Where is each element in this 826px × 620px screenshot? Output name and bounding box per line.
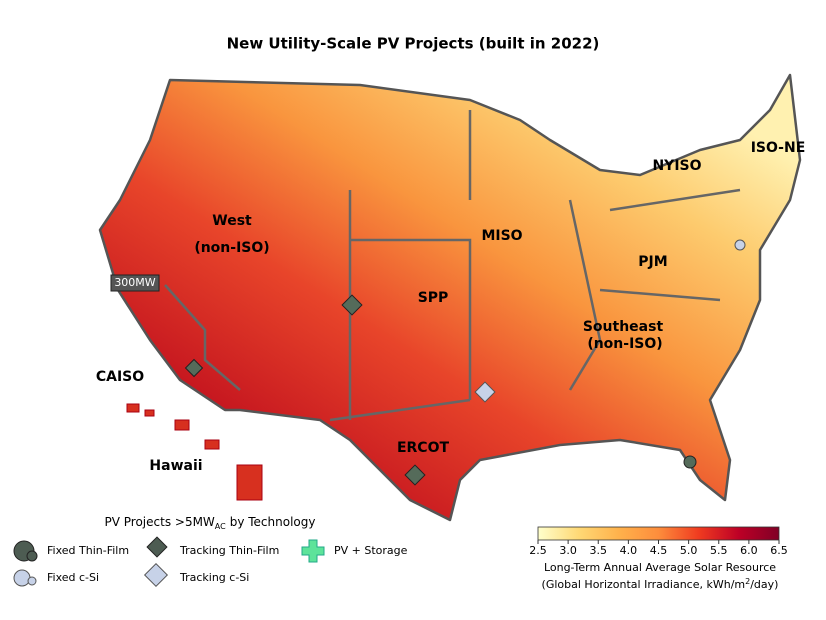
colorbar-tick-label: 2.5 — [529, 544, 547, 557]
region-label: ERCOT — [397, 440, 450, 456]
region-label: West — [212, 213, 252, 229]
region-label: NYISO — [652, 158, 701, 174]
scale-label: 300MW — [114, 276, 155, 289]
legend-title-text: PV Projects >5MW — [105, 515, 215, 529]
region-label: CAISO — [96, 369, 144, 385]
legend-item: Tracking c-Si — [179, 571, 249, 584]
colorbar-tick-label: 6.0 — [740, 544, 758, 557]
region-label: PJM — [638, 254, 667, 270]
colorbar — [537, 526, 780, 541]
colorbar-tick-label: 4.0 — [620, 544, 638, 557]
legend-title-suffix: by Technology — [230, 515, 316, 529]
region-label: Hawaii — [149, 458, 202, 474]
legend-item: Tracking Thin-Film — [179, 544, 279, 557]
colorbar-tick-label: 3.5 — [590, 544, 608, 557]
us-map — [98, 73, 802, 522]
legend-title: PV Projects >5MWAC by Technology — [105, 515, 316, 531]
region-label: (non-ISO) — [194, 240, 269, 256]
colorbar-tick-label: 5.0 — [680, 544, 698, 557]
legend-item: Fixed c-Si — [47, 571, 99, 584]
colorbar-label-sup: 2 — [745, 577, 750, 586]
colorbar-label: Long-Term Annual Average Solar Resource — [544, 561, 776, 574]
region-label: MISO — [481, 228, 522, 244]
legend-item: PV + Storage — [334, 544, 408, 557]
colorbar-tick-label: 4.5 — [650, 544, 668, 557]
legend-title-sub: AC — [215, 522, 226, 531]
colorbar-tick-label: 3.0 — [559, 544, 577, 557]
colorbar-tick-label: 6.5 — [770, 544, 788, 557]
region-label: Southeast — [583, 319, 664, 335]
region-label: (non-ISO) — [587, 336, 662, 352]
hawaii-islands — [126, 403, 263, 501]
project-markers — [184, 239, 746, 486]
colorbar-label-text: (Global Horizontal Irradiance, kWh/m — [542, 578, 746, 591]
legend-symbols — [13, 536, 325, 588]
colorbar-label: (Global Horizontal Irradiance, kWh/m2/da… — [542, 577, 779, 592]
legend-item: Fixed Thin-Film — [47, 544, 129, 557]
title: New Utility-Scale PV Projects (built in … — [227, 35, 600, 53]
colorbar-tick-label: 5.5 — [710, 544, 728, 557]
region-label: ISO-NE — [751, 140, 806, 156]
region-label: SPP — [418, 290, 449, 306]
colorbar-label-suffix: /day) — [750, 578, 778, 591]
scale-box — [110, 274, 160, 292]
